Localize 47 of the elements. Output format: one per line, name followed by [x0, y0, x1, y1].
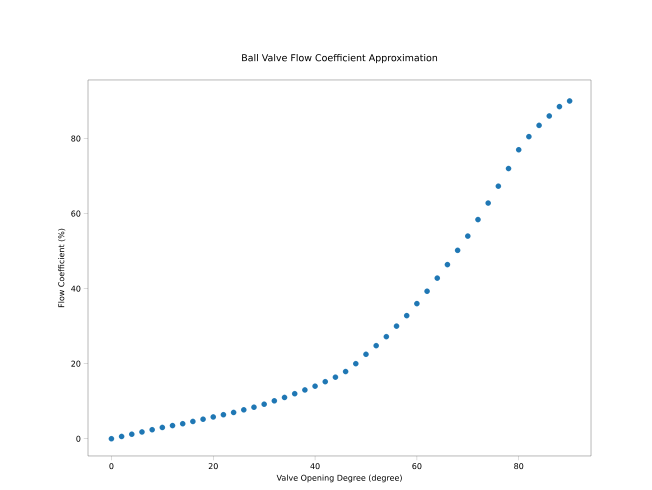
- point: [129, 431, 135, 438]
- point: [404, 312, 410, 318]
- point: [475, 216, 481, 222]
- point: [506, 166, 512, 172]
- point: [414, 300, 420, 306]
- point: [556, 104, 562, 110]
- point: [118, 434, 124, 440]
- point: [108, 436, 114, 442]
- point: [465, 233, 471, 239]
- point: [454, 248, 460, 254]
- point: [180, 420, 186, 427]
- point: [485, 200, 491, 206]
- point: [546, 113, 552, 119]
- point: [444, 262, 450, 268]
- point: [241, 407, 247, 413]
- point: [332, 374, 338, 380]
- point: [170, 422, 176, 428]
- point: [272, 398, 278, 404]
- point: [190, 418, 196, 424]
- point: [230, 410, 236, 416]
- point: [312, 383, 318, 389]
- chart-title: Ball Valve Flow Coefficient Approximation: [242, 54, 438, 64]
- point: [200, 416, 206, 422]
- point: [149, 426, 155, 433]
- point: [384, 334, 390, 340]
- point: [282, 394, 288, 400]
- point: [342, 368, 348, 374]
- point: [496, 183, 502, 189]
- point: [292, 390, 298, 396]
- point: [251, 404, 257, 410]
- point: [434, 275, 440, 281]
- point: [536, 122, 542, 128]
- point: [516, 146, 522, 153]
- point: [566, 98, 572, 104]
- point: [394, 323, 400, 329]
- point: [302, 387, 308, 393]
- point: [424, 288, 430, 294]
- point: [160, 424, 166, 430]
- point: [526, 134, 532, 140]
- point: [373, 342, 379, 348]
- point: [220, 412, 226, 418]
- point: [353, 360, 359, 366]
- point: [210, 414, 216, 420]
- point: [139, 429, 145, 435]
- point: [363, 352, 369, 358]
- point: [322, 378, 328, 384]
- point: [261, 401, 267, 407]
